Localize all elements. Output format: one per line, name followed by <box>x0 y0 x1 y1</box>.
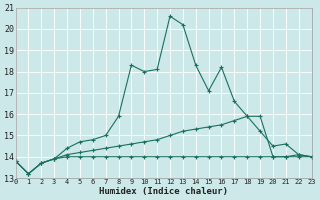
X-axis label: Humidex (Indice chaleur): Humidex (Indice chaleur) <box>99 187 228 196</box>
